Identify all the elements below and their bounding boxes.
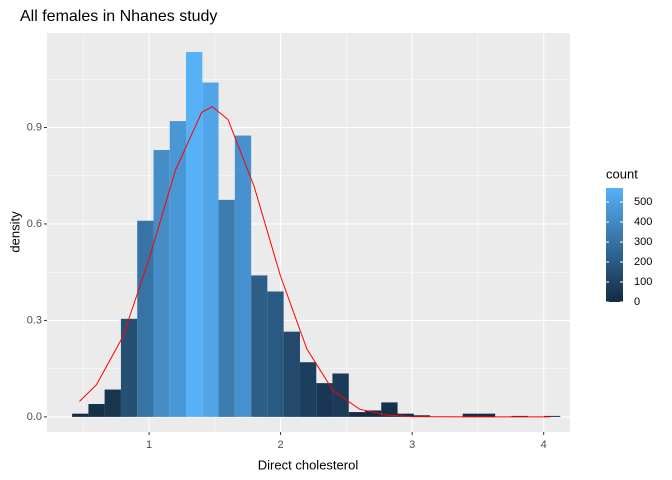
bar — [88, 404, 105, 417]
x-axis-label: Direct cholesterol — [258, 457, 359, 472]
y-tick-label: 0.9 — [27, 121, 42, 133]
bar — [381, 402, 398, 417]
legend-colorbar — [606, 188, 623, 302]
bar — [104, 389, 121, 417]
bar — [316, 383, 333, 417]
bar — [153, 150, 170, 417]
bar — [202, 82, 219, 417]
density-curve — [79, 105, 551, 418]
legend-title: count — [606, 166, 638, 181]
legend-tick-label: 500 — [634, 196, 652, 208]
y-tick-label: 0.0 — [27, 411, 42, 423]
bar — [462, 413, 479, 417]
y-tick-label: 0.6 — [27, 218, 42, 230]
x-tick-label: 1 — [146, 439, 152, 451]
y-axis-label: density — [7, 211, 22, 253]
bar — [169, 121, 187, 417]
bar — [283, 331, 300, 417]
legend-tick-label: 200 — [634, 256, 652, 268]
legend-tick-label: 100 — [634, 276, 652, 288]
bar — [120, 318, 138, 417]
legend-tick-label: 0 — [634, 296, 640, 308]
bar — [543, 415, 561, 417]
bar — [365, 410, 382, 417]
bar — [137, 220, 154, 417]
bar — [186, 51, 203, 417]
bar — [299, 362, 317, 417]
bar — [234, 135, 252, 417]
chart-title: All females in Nhanes study — [20, 8, 217, 25]
bar — [397, 413, 414, 417]
bar — [478, 413, 496, 417]
legend-tick-label: 400 — [634, 216, 652, 228]
bar — [218, 199, 235, 417]
legend-tick-label: 300 — [634, 236, 652, 248]
bar — [348, 412, 366, 417]
x-tick-label: 2 — [278, 439, 284, 451]
x-tick-label: 3 — [409, 439, 415, 451]
bar — [332, 373, 349, 417]
bar — [72, 413, 89, 417]
x-tick-label: 4 — [541, 439, 547, 451]
bar — [267, 291, 284, 417]
bar — [251, 275, 268, 417]
y-tick-label: 0.3 — [27, 314, 42, 326]
bar — [413, 415, 431, 417]
